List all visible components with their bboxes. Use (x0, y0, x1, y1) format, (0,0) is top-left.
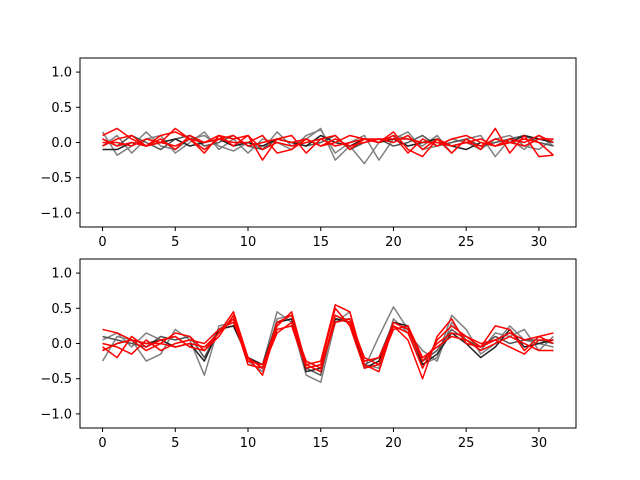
bottom-x-tick-label: 20 (385, 436, 402, 451)
top-x-tick-label: 0 (98, 235, 106, 250)
bottom-x-tick-label: 25 (458, 436, 475, 451)
top-y-tick-label: 0.0 (51, 136, 72, 151)
bottom-series-line-7 (102, 314, 554, 373)
bottom-x-tick-label: 5 (171, 436, 179, 451)
top-plot-series (101, 127, 554, 165)
bottom-plot-series (101, 304, 554, 383)
bottom-x-tick-label: 10 (240, 436, 257, 451)
bottom-plot-ticks: 0 5 10 15 20 25 30 −1.0 −0.5 0.0 0.5 1.0 (40, 267, 547, 451)
bottom-x-tick-label: 15 (312, 436, 329, 451)
top-x-tick-label: 5 (171, 235, 179, 250)
top-series-line-5 (102, 127, 554, 156)
bottom-y-tick-label: 0.5 (51, 302, 72, 317)
top-plot: 0 5 10 15 20 25 30 −1.0 −0.5 0.0 0.5 1.0 (40, 57, 577, 250)
bottom-series-line-5 (102, 307, 554, 369)
top-plot-frame (79, 57, 577, 228)
top-x-tick-label: 20 (385, 235, 402, 250)
bottom-series-line-0 (101, 306, 554, 383)
bottom-y-tick-label: 0.0 (51, 337, 72, 352)
top-x-tick-label: 10 (240, 235, 257, 250)
bottom-y-tick-label: 1.0 (51, 267, 72, 282)
top-y-tick-label: −1.0 (40, 206, 72, 221)
bottom-plot-frame (79, 258, 577, 429)
bottom-x-tick-label: 0 (98, 436, 106, 451)
bottom-plot: 0 5 10 15 20 25 30 −1.0 −0.5 0.0 0.5 1.0 (40, 258, 577, 451)
top-y-tick-label: 0.5 (51, 101, 72, 116)
bottom-series-line-4 (102, 304, 554, 380)
top-series-line-4 (102, 127, 554, 161)
top-series-line-7 (102, 134, 554, 151)
top-x-tick-label: 15 (312, 235, 329, 250)
top-x-tick-label: 25 (458, 235, 475, 250)
bottom-y-tick-label: −1.0 (40, 407, 72, 422)
top-x-tick-label: 30 (531, 235, 548, 250)
bottom-y-tick-label: −0.5 (40, 372, 72, 387)
top-series-line-3 (102, 134, 554, 151)
bottom-x-tick-label: 30 (531, 436, 548, 451)
top-y-tick-label: −0.5 (40, 171, 72, 186)
top-plot-ticks: 0 5 10 15 20 25 30 −1.0 −0.5 0.0 0.5 1.0 (40, 66, 547, 250)
top-y-tick-label: 1.0 (51, 66, 72, 81)
